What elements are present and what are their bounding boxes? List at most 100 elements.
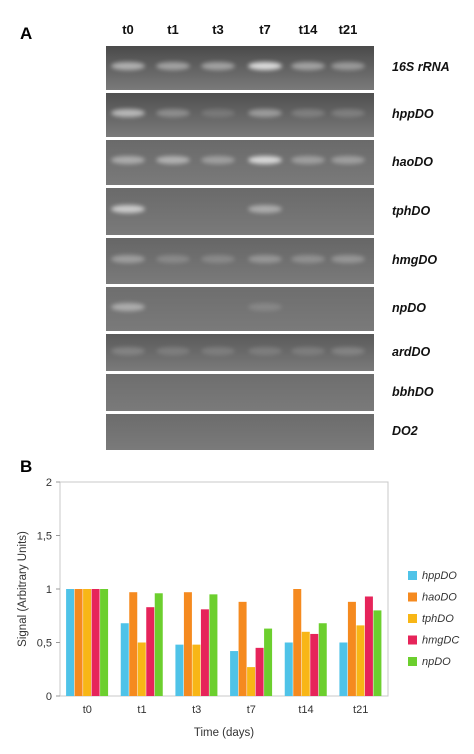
gene-label: hmgDO	[392, 253, 438, 267]
gene-label: hppDO	[392, 107, 434, 121]
bar-haodo-t21	[347, 601, 356, 696]
x-tick-label: t14	[298, 704, 313, 716]
gel-band	[291, 156, 325, 165]
gel-band	[156, 156, 190, 165]
gel-band	[111, 302, 145, 311]
gel-band	[111, 156, 145, 165]
bar-tphdo-t3	[192, 644, 201, 696]
bar-npdo-t14	[318, 623, 327, 696]
gel-band	[248, 205, 282, 214]
gel-band	[291, 254, 325, 263]
bar-npdo-t21	[373, 610, 382, 696]
legend-swatch-hmgdc	[408, 635, 417, 645]
gel-band	[331, 346, 365, 355]
y-tick-label: 2	[46, 477, 52, 489]
gel-band	[248, 108, 282, 117]
bar-hmgdc-t14	[310, 633, 319, 696]
bar-hppdo-t3	[175, 644, 184, 696]
gel-band	[331, 156, 365, 165]
bar-haodo-t1	[129, 592, 138, 696]
bar-hmgdc-t3	[200, 609, 209, 696]
y-tick-label: 0,5	[37, 638, 52, 650]
gel-band	[248, 346, 282, 355]
bar-hmgdc-t0	[91, 589, 100, 696]
lane-label-t1: t1	[167, 22, 179, 37]
y-tick-label: 1,5	[37, 531, 52, 543]
gel-band	[291, 108, 325, 117]
gel-band	[201, 346, 235, 355]
legend-swatch-haodo	[408, 592, 417, 602]
y-tick-label: 1	[46, 584, 52, 596]
gel-band	[156, 346, 190, 355]
x-tick-label: t3	[192, 704, 201, 716]
legend-swatch-hppdo	[408, 571, 417, 580]
x-axis-title: Time (days)	[194, 727, 254, 739]
gel-band	[248, 61, 282, 70]
gel-image-npdo	[106, 287, 374, 331]
bar-haodo-t0	[74, 589, 83, 696]
gel-band	[248, 302, 282, 311]
bar-hppdo-t14	[284, 642, 293, 696]
gel-image-bbhdo	[106, 374, 374, 411]
gel-band	[331, 61, 365, 70]
bar-hppdo-t7	[230, 651, 239, 696]
bar-hppdo-t21	[339, 642, 348, 696]
bar-hppdo-t1	[120, 623, 129, 696]
bar-npdo-t1	[154, 593, 163, 696]
bar-hmgdc-t7	[255, 647, 264, 696]
gel-band	[201, 61, 235, 70]
gene-label: 16S rRNA	[392, 60, 450, 74]
gel-band	[156, 108, 190, 117]
gel-image-do2	[106, 414, 374, 450]
y-axis-title: Signal (Arbitrary Units)	[17, 531, 29, 647]
gel-band	[111, 346, 145, 355]
gene-label: tphDO	[392, 203, 431, 218]
gel-band	[248, 156, 282, 165]
gel-band	[331, 254, 365, 263]
gel-image-tphdo	[106, 188, 374, 235]
gel-band	[111, 254, 145, 263]
gel-band	[248, 254, 282, 263]
x-tick-label: t1	[137, 704, 146, 716]
gene-label: ardDO	[392, 344, 431, 359]
gene-label: npDO	[392, 301, 427, 315]
gel-image-hmgdo	[106, 238, 374, 284]
gel-band	[291, 346, 325, 355]
bar-npdo-t0	[100, 589, 109, 696]
gel-band	[201, 156, 235, 165]
lane-label-t14: t14	[298, 22, 318, 37]
lane-label-t3: t3	[212, 22, 224, 37]
lane-label-t7: t7	[259, 22, 271, 37]
bar-tphdo-t0	[83, 589, 92, 696]
gene-label: bbhDO	[392, 384, 434, 399]
gel-band	[111, 205, 145, 214]
gel-image-16s-rrna	[106, 46, 374, 90]
gel-image-hppdo	[106, 93, 374, 137]
legend-label-hppdo: hppDO	[422, 570, 457, 582]
bar-tphdo-t1	[137, 642, 146, 696]
gel-band	[331, 108, 365, 117]
gene-label: DO2	[392, 424, 418, 438]
x-tick-label: t7	[247, 704, 256, 716]
bar-haodo-t14	[293, 589, 302, 696]
gel-band	[156, 61, 190, 70]
y-tick-label: 0	[46, 691, 52, 703]
legend-label-npdo: npDO	[422, 656, 451, 668]
legend-label-tphdo: tphDO	[422, 613, 454, 625]
gel-band	[111, 108, 145, 117]
lane-label-t21: t21	[338, 22, 358, 37]
lane-label-t0: t0	[122, 22, 134, 37]
gel-band	[291, 61, 325, 70]
bar-haodo-t7	[238, 601, 247, 696]
bar-tphdo-t14	[301, 631, 310, 696]
panel-b-letter: B	[20, 457, 33, 476]
legend-label-haodo: haoDO	[422, 592, 457, 604]
panel-a-letter: A	[20, 24, 33, 43]
legend-swatch-npdo	[408, 657, 417, 666]
bar-hppdo-t0	[66, 589, 75, 696]
x-tick-label: t21	[353, 704, 368, 716]
gel-image-haodo	[106, 140, 374, 185]
bar-npdo-t3	[209, 594, 218, 696]
gel-band	[201, 108, 235, 117]
gene-label: haoDO	[392, 154, 433, 169]
